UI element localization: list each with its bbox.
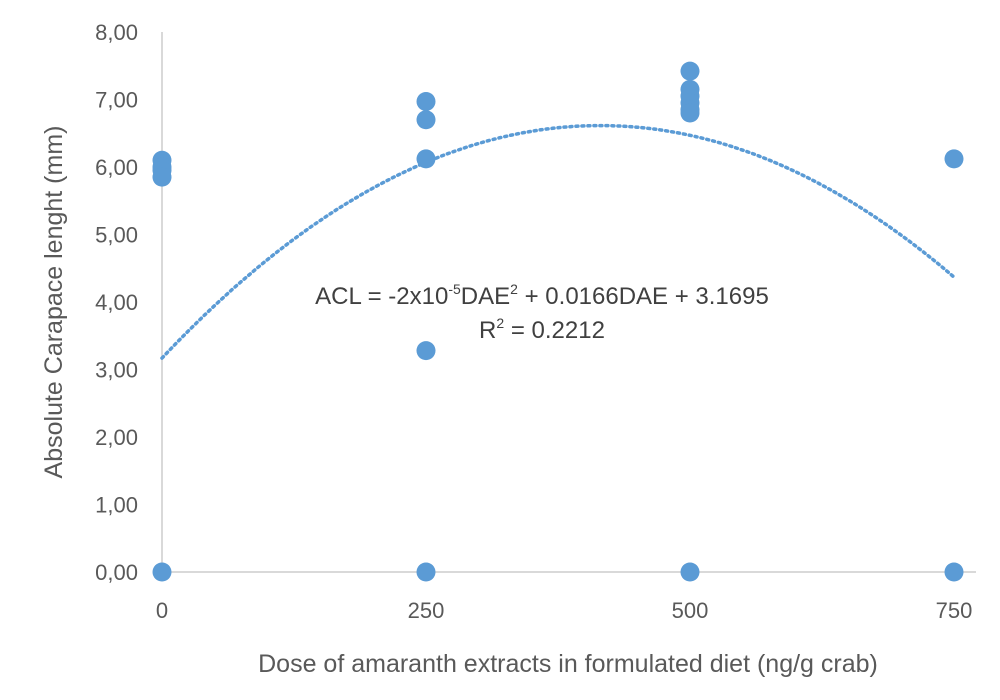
data-point — [680, 61, 700, 81]
y-axis-title: Absolute Carapace lenght (mm) — [40, 126, 68, 479]
y-tick-label: 3,00 — [95, 358, 138, 383]
data-point — [944, 562, 964, 582]
data-point — [416, 92, 436, 112]
data-point — [416, 149, 436, 169]
y-tick-label: 0,00 — [95, 560, 138, 585]
x-tick-label: 750 — [936, 598, 973, 623]
y-tick-label: 7,00 — [95, 88, 138, 113]
data-point — [944, 149, 964, 169]
data-point — [680, 562, 700, 582]
y-tick-label: 8,00 — [95, 20, 138, 45]
y-axis-ticks: 0,00 1,00 2,00 3,00 4,00 5,00 6,00 7,00 8,00 — [95, 20, 138, 585]
y-tick-label: 1,00 — [95, 493, 138, 518]
r-squared-label: R2 = 0.2212 — [479, 315, 605, 344]
data-point — [416, 341, 436, 361]
x-tick-label: 500 — [672, 598, 709, 623]
x-axis-ticks: 0 250 500 750 — [156, 598, 972, 623]
x-axis-title: Dose of amaranth extracts in formulated … — [258, 650, 878, 678]
data-point — [416, 562, 436, 582]
y-tick-label: 6,00 — [95, 155, 138, 180]
data-points — [152, 61, 964, 582]
trendline-equation: ACL = -2x10-5DAE2 + 0.0166DAE + 3.1695 — [315, 281, 769, 310]
y-tick-label: 4,00 — [95, 290, 138, 315]
data-point — [152, 167, 172, 187]
y-tick-label: 5,00 — [95, 223, 138, 248]
data-point — [152, 562, 172, 582]
data-point — [680, 103, 700, 123]
x-tick-label: 250 — [408, 598, 445, 623]
data-point — [416, 110, 436, 130]
y-tick-label: 2,00 — [95, 425, 138, 450]
trendline — [160, 123, 956, 360]
x-tick-label: 0 — [156, 598, 168, 623]
